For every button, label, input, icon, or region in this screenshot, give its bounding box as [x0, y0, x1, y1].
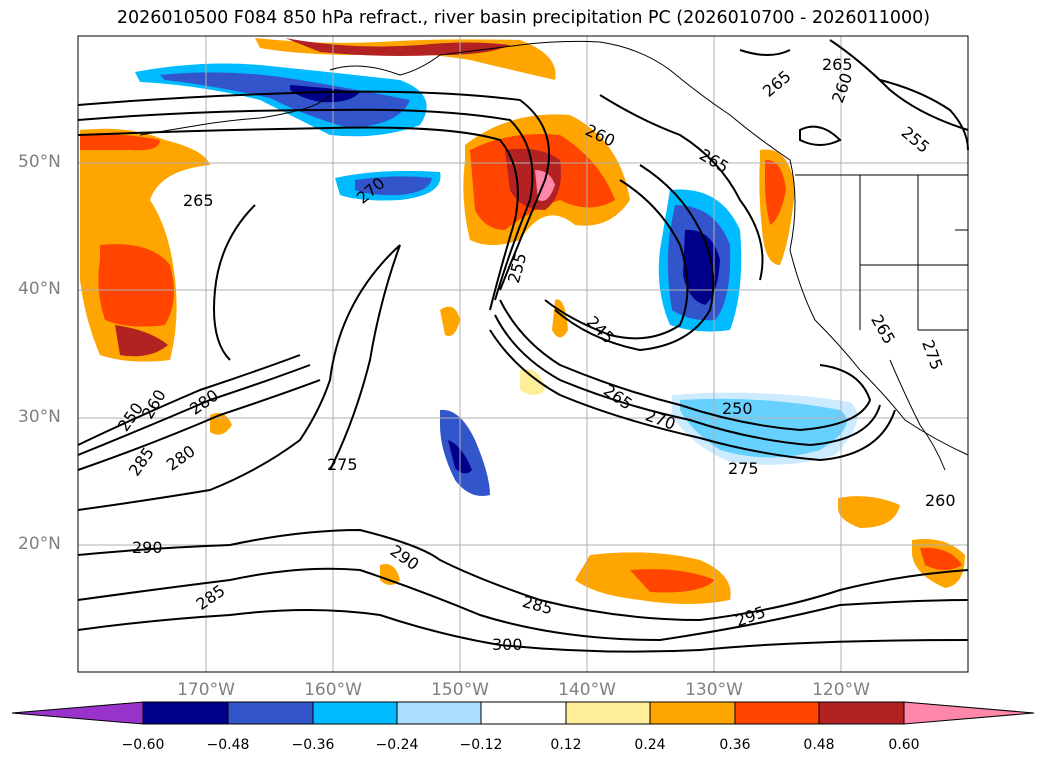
lon-label: 170°W	[177, 680, 235, 700]
colorbar-bin	[142, 701, 229, 725]
contour-label: 275	[918, 337, 946, 372]
contour-label: 265	[600, 381, 636, 414]
contour-label: 275	[327, 455, 358, 474]
colorbar-tick: 0.12	[550, 737, 582, 753]
shade-darkred-west	[115, 325, 168, 357]
lon-label: 120°W	[812, 680, 870, 700]
shade-red-south	[630, 569, 715, 593]
contour-label: 260	[828, 70, 856, 105]
colorbar-tick: 0.24	[634, 737, 666, 753]
colorbar-tick: −0.24	[375, 737, 419, 753]
lon-label: 140°W	[558, 680, 616, 700]
shade-small-1	[440, 306, 460, 336]
contour-label: 260	[925, 491, 956, 510]
contour-label: 300	[492, 635, 523, 654]
shade-lightblue-south	[672, 392, 858, 465]
contour-label: 280	[163, 441, 199, 474]
colorbar-tick: −0.36	[291, 737, 335, 753]
contour-label: 295	[733, 602, 768, 630]
lat-label: 20°N	[18, 534, 61, 554]
contour-label: 265	[822, 55, 853, 74]
lon-label: 150°W	[431, 680, 489, 700]
coastlines	[139, 40, 969, 471]
colorbar	[11, 701, 1035, 725]
colorbar-bin	[565, 701, 651, 725]
colorbar-bin	[312, 701, 398, 725]
shade-small-3	[210, 412, 232, 435]
colorbar-bin	[396, 701, 482, 725]
colorbar-tick: 0.48	[803, 737, 835, 753]
colorbar-bin	[649, 701, 736, 725]
aleutians	[139, 94, 331, 136]
colorbar-bin	[818, 701, 905, 725]
refractivity-contours	[77, 39, 969, 653]
map-frame	[77, 35, 969, 673]
contour-label: 255	[504, 251, 530, 285]
contour-label: 285	[125, 444, 158, 480]
lon-label: 160°W	[304, 680, 362, 700]
shade-navy-east	[683, 229, 720, 305]
contour-label: 285	[520, 592, 554, 618]
shade-darkred-north	[285, 38, 510, 56]
lat-label: 30°N	[18, 407, 61, 427]
shade-orange-se	[838, 496, 900, 528]
shade-navy-north	[290, 85, 360, 103]
contour-label: 265	[759, 67, 795, 101]
contour-label: 285	[193, 581, 229, 614]
shade-small-2	[520, 369, 545, 395]
contour-label: 250	[722, 399, 753, 418]
colorbar-tick: −0.48	[206, 737, 250, 753]
colorbar-bin	[734, 701, 820, 725]
colorbar-arrow-left	[11, 701, 144, 725]
colorbar-tick: 0.60	[888, 737, 920, 753]
alaska-coast	[329, 40, 969, 456]
shade-blue-hawaii	[440, 409, 490, 496]
contour-label: 255	[898, 123, 934, 157]
shade-red-west-top	[80, 134, 160, 151]
shade-midblue-mid	[355, 176, 432, 196]
contour-label: 265	[867, 311, 899, 347]
contour-label: 275	[728, 459, 759, 478]
lon-label: 130°W	[685, 680, 743, 700]
colorbar-tick: −0.60	[121, 737, 165, 753]
shade-orange-west	[80, 128, 210, 362]
colorbar-bin	[480, 701, 567, 725]
contour-label: 265	[183, 191, 214, 210]
colorbar-bin	[227, 701, 314, 725]
lat-label: 50°N	[18, 152, 61, 172]
shade-midblue-north	[160, 72, 410, 128]
contour-label: 290	[132, 538, 163, 557]
shade-small-5	[380, 564, 400, 585]
colorbar-arrow-right	[903, 701, 1035, 725]
baja	[889, 359, 946, 471]
lat-label: 40°N	[18, 279, 61, 299]
state-lines	[859, 175, 968, 331]
colorbar-tick: 0.36	[719, 737, 751, 753]
colorbar-tick: −0.12	[459, 737, 503, 753]
shade-red-west	[98, 244, 174, 327]
shade-red-coast	[764, 159, 786, 225]
map-title: 2026010500 F084 850 hPa refract., river …	[116, 8, 931, 28]
shade-red-se2	[920, 547, 962, 570]
